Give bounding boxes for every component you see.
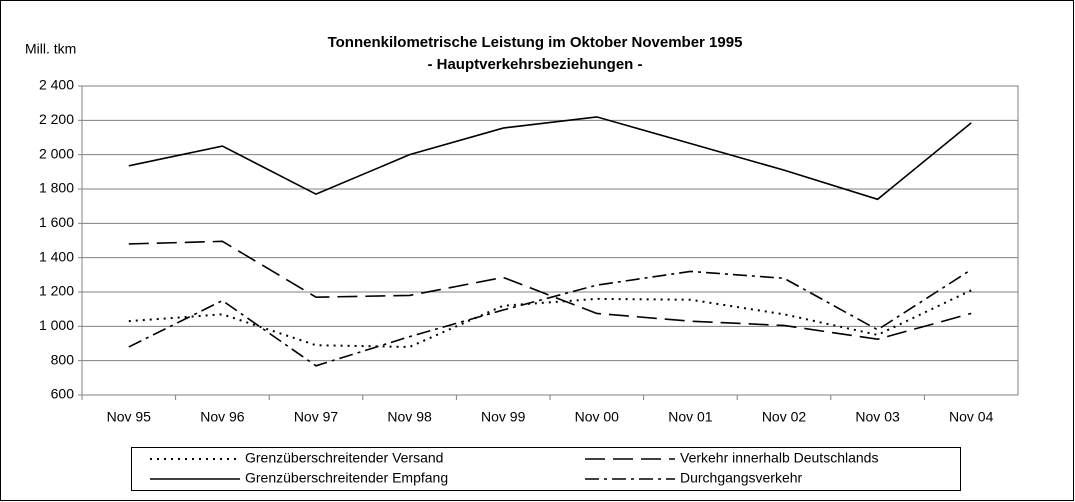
x-tick-label: Nov 97	[294, 409, 339, 425]
x-tick-label: Nov 98	[387, 409, 432, 425]
y-tick-label: 1 600	[39, 214, 74, 230]
y-axis-label: Mill. tkm	[25, 41, 76, 57]
y-tick-label: 800	[51, 351, 75, 367]
y-tick-label: 1 800	[39, 180, 74, 196]
x-tick-label: Nov 99	[481, 409, 526, 425]
legend-label: Grenzüberschreitender Versand	[245, 450, 443, 466]
y-tick-label: 2 000	[39, 145, 74, 161]
x-tick-label: Nov 03	[855, 409, 900, 425]
legend-label: Durchgangsverkehr	[680, 470, 803, 486]
series-line	[128, 289, 972, 348]
chart-subtitle: - Hauptverkehrsbeziehungen -	[427, 56, 642, 73]
legend-label: Grenzüberschreitender Empfang	[245, 470, 448, 486]
x-tick-label: Nov 04	[949, 409, 994, 425]
x-tick-label: Nov 00	[575, 409, 620, 425]
y-tick-label: 2 200	[39, 111, 74, 127]
x-tick-label: Nov 01	[668, 409, 713, 425]
y-tick-label: 1 000	[39, 317, 74, 333]
y-tick-label: 600	[51, 386, 75, 402]
y-tick-label: 1 200	[39, 283, 74, 299]
x-tick-label: Nov 02	[762, 409, 807, 425]
y-tick-label: 1 400	[39, 248, 74, 264]
legend	[131, 447, 961, 491]
legend-label: Verkehr innerhalb Deutschlands	[680, 450, 878, 466]
series-line	[128, 240, 972, 341]
series-line	[128, 269, 972, 367]
y-tick-label: 2 400	[39, 77, 74, 93]
chart-title: Tonnenkilometrische Leistung im Oktober …	[328, 34, 743, 51]
x-tick-label: Nov 95	[107, 409, 152, 425]
x-tick-label: Nov 96	[200, 409, 245, 425]
series-line	[128, 116, 972, 201]
